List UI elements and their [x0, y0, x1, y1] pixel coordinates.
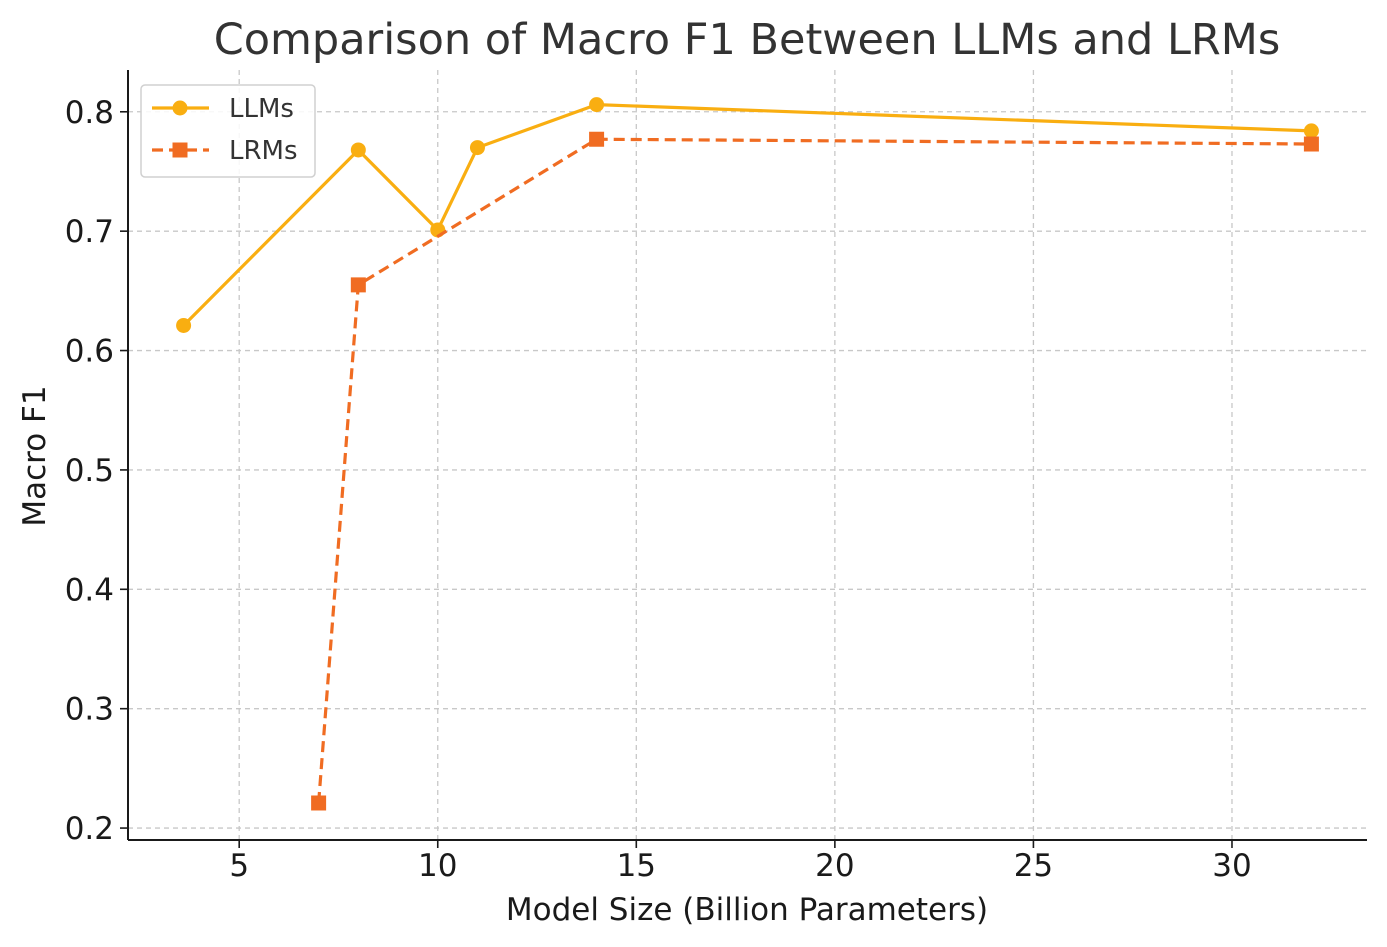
x-tick-label: 15 — [617, 848, 656, 884]
data-point — [311, 795, 327, 811]
legend-item-llms: LLMs — [152, 94, 294, 124]
legend-item-lrms: LRMs — [152, 136, 298, 166]
legend-marker — [172, 100, 188, 116]
y-tick-label: 0.7 — [65, 214, 114, 250]
y-axis-label: Macro F1 — [17, 385, 53, 526]
legend: LLMs LRMs — [140, 84, 316, 178]
series-line — [317, 137, 1312, 804]
data-point — [469, 140, 485, 156]
legend-marker — [172, 142, 188, 158]
series-lrms — [311, 131, 1319, 811]
chart-title: Comparison of Macro F1 Between LLMs and … — [214, 15, 1281, 65]
data-point — [176, 317, 192, 333]
data-point — [1303, 123, 1319, 139]
legend-label: LRMs — [229, 136, 298, 166]
axes — [127, 70, 1367, 841]
series-line — [182, 103, 1312, 327]
data-point — [589, 97, 605, 113]
y-tick-label: 0.3 — [65, 692, 114, 728]
tick-labels: 5 10 15 20 25 30 0.2 0.3 0.4 0.5 0.6 0.7 0.8 — [65, 95, 1252, 884]
data-point — [350, 142, 366, 158]
data-point — [350, 277, 366, 293]
x-tick-label: 10 — [418, 848, 457, 884]
x-tick-label: 20 — [815, 848, 854, 884]
x-axis-label: Model Size (Billion Parameters) — [506, 892, 988, 928]
series-llms — [176, 97, 1319, 333]
y-tick-label: 0.6 — [65, 334, 114, 370]
x-tick-label: 5 — [229, 848, 249, 884]
y-tick-label: 0.8 — [65, 95, 114, 131]
x-tick-label: 30 — [1212, 848, 1251, 884]
data-point — [1303, 136, 1319, 152]
y-tick-label: 0.4 — [65, 572, 114, 608]
legend-label: LLMs — [229, 94, 294, 124]
x-tick-label: 25 — [1014, 848, 1053, 884]
series-layer — [176, 97, 1319, 811]
grid-lines — [128, 70, 1367, 840]
y-tick-label: 0.2 — [65, 811, 114, 847]
y-tick-label: 0.5 — [65, 453, 114, 489]
data-point — [589, 131, 605, 147]
